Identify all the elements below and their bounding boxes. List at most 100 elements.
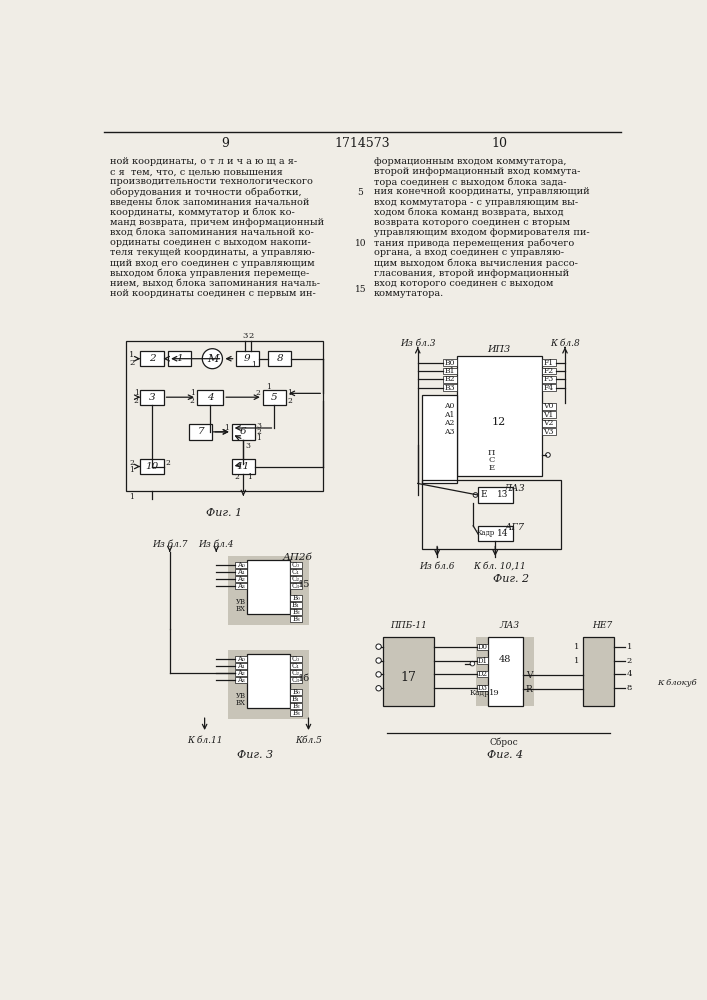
Text: вход блока запоминания начальной ко-: вход блока запоминания начальной ко-	[110, 228, 314, 237]
Text: F4: F4	[544, 384, 554, 392]
Text: ИП3: ИП3	[488, 345, 510, 354]
Bar	[383, 637, 433, 706]
Text: 2: 2	[129, 459, 134, 467]
Bar	[421, 480, 561, 549]
Text: R: R	[525, 685, 532, 694]
Text: V0: V0	[544, 402, 554, 410]
Text: C₃: C₃	[292, 676, 300, 684]
Text: ной координаты, о т л и ч а ю щ а я-: ной координаты, о т л и ч а ю щ а я-	[110, 157, 297, 166]
Text: формационным входом коммутатора,: формационным входом коммутатора,	[373, 157, 566, 166]
Text: 2: 2	[189, 397, 194, 405]
Text: возврата которого соединен с вторым: возврата которого соединен с вторым	[373, 218, 570, 227]
Bar	[235, 562, 247, 568]
Text: A3: A3	[444, 428, 455, 436]
Text: 2: 2	[148, 354, 156, 363]
Bar	[268, 351, 291, 366]
Text: 9: 9	[221, 137, 230, 150]
Text: М: М	[206, 354, 218, 364]
Text: ной координаты соединен с первым ин-: ной координаты соединен с первым ин-	[110, 289, 316, 298]
Bar	[478, 526, 513, 541]
Bar	[168, 351, 192, 366]
Text: УВ: УВ	[236, 598, 246, 606]
Circle shape	[546, 453, 550, 457]
Bar	[290, 677, 303, 683]
Text: B₂: B₂	[292, 702, 300, 710]
Text: B2: B2	[444, 375, 455, 383]
Text: 48: 48	[499, 655, 511, 664]
Text: B₂: B₂	[292, 608, 300, 616]
Bar	[228, 650, 309, 719]
Text: B₁: B₁	[292, 695, 300, 703]
Text: C₀: C₀	[292, 561, 300, 569]
Bar	[290, 595, 303, 601]
Text: B1: B1	[444, 367, 455, 375]
Text: A₂: A₂	[237, 575, 245, 583]
Text: V: V	[526, 671, 532, 680]
Bar	[197, 389, 223, 405]
Bar	[290, 656, 303, 662]
Bar	[443, 368, 457, 374]
Bar	[290, 616, 303, 622]
Text: 5: 5	[358, 188, 363, 197]
Text: коммутатора.: коммутатора.	[373, 289, 444, 298]
Bar	[542, 368, 556, 374]
Text: ния конечной координаты, управляющий: ния конечной координаты, управляющий	[373, 187, 589, 196]
Bar	[247, 654, 290, 708]
Text: A₃: A₃	[237, 676, 245, 684]
Text: 3: 3	[148, 393, 156, 402]
Text: манд возврата, причем информационный: манд возврата, причем информационный	[110, 218, 325, 227]
Bar	[443, 359, 457, 366]
Text: нием, выход блока запоминания началь-: нием, выход блока запоминания началь-	[110, 279, 320, 288]
Bar	[542, 411, 556, 418]
Bar	[477, 671, 488, 677]
Text: B₁: B₁	[292, 601, 300, 609]
Text: ЛА3: ЛА3	[504, 484, 525, 493]
Text: 7: 7	[197, 427, 204, 436]
Text: координаты, коммутатор и блок ко-: координаты, коммутатор и блок ко-	[110, 208, 295, 217]
Bar	[542, 403, 556, 410]
Text: 1: 1	[129, 493, 134, 501]
Text: 1: 1	[257, 434, 262, 442]
Text: выходом блока управления перемеще-: выходом блока управления перемеще-	[110, 269, 310, 278]
Bar	[140, 389, 163, 405]
Bar	[542, 384, 556, 391]
Bar	[542, 428, 556, 435]
Bar	[290, 703, 303, 709]
Text: Фиг. 2: Фиг. 2	[493, 574, 529, 584]
Bar	[443, 376, 457, 383]
Text: D3: D3	[477, 684, 487, 692]
Text: V3: V3	[544, 428, 554, 436]
Text: 8: 8	[626, 684, 632, 692]
Text: 6: 6	[240, 427, 247, 436]
Bar	[235, 670, 247, 676]
Text: Сброс: Сброс	[489, 738, 518, 747]
Text: С: С	[489, 456, 495, 464]
Text: 8: 8	[276, 354, 283, 363]
Text: V2: V2	[544, 419, 554, 427]
Text: АГ7: АГ7	[505, 523, 525, 532]
Text: 13: 13	[497, 490, 509, 499]
Text: Из бл.4: Из бл.4	[199, 540, 234, 549]
Text: ходом блока команд возврата, выход: ходом блока команд возврата, выход	[373, 208, 563, 217]
Bar	[443, 420, 457, 427]
Text: 1: 1	[225, 424, 230, 432]
Text: щий вход его соединен с управляющим: щий вход его соединен с управляющим	[110, 259, 315, 268]
Text: A2: A2	[444, 419, 455, 427]
Bar	[290, 576, 303, 582]
Bar	[443, 428, 457, 435]
Bar	[140, 351, 163, 366]
Text: ЛА3: ЛА3	[499, 621, 519, 630]
Text: C₂: C₂	[292, 575, 300, 583]
Bar	[290, 609, 303, 615]
Text: 15: 15	[355, 285, 366, 294]
Text: 1: 1	[129, 351, 135, 359]
Text: 4: 4	[206, 393, 214, 402]
Text: 2: 2	[235, 473, 240, 481]
Text: 2: 2	[134, 397, 139, 405]
Text: К бл. 10,11: К бл. 10,11	[473, 562, 525, 571]
Text: D1: D1	[477, 657, 487, 665]
Text: 2: 2	[255, 389, 260, 397]
Bar	[478, 487, 513, 503]
Text: К бл.8: К бл.8	[550, 339, 580, 348]
Text: 1: 1	[247, 473, 252, 481]
